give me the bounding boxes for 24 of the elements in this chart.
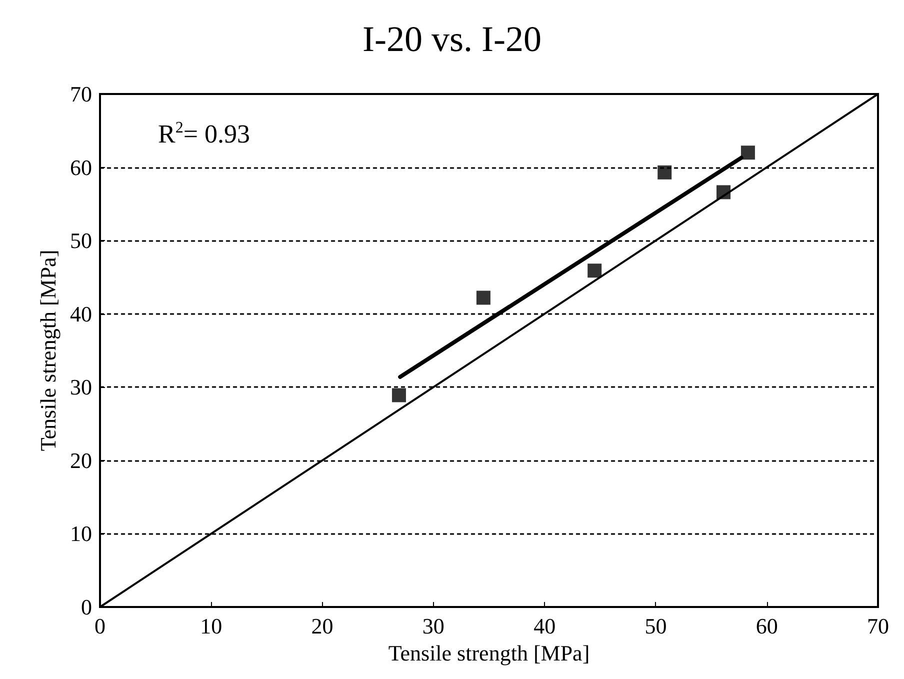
point xyxy=(716,185,731,200)
y-tick-label: 40 xyxy=(70,301,92,326)
point xyxy=(476,290,490,305)
point xyxy=(658,165,672,180)
y-tick-label: 30 xyxy=(70,374,92,400)
y-tick-label: 10 xyxy=(70,521,92,546)
point xyxy=(392,388,406,402)
x-axis-title: Tensile strength [MPa] xyxy=(388,640,590,666)
y-axis-title: Tensile strength [MPa] xyxy=(36,250,61,452)
x-tick-label: 70 xyxy=(867,614,889,638)
x-tick-label: 40 xyxy=(534,614,556,638)
y-tick-label: 0 xyxy=(81,594,92,620)
point xyxy=(588,264,602,278)
y-tick-label: 20 xyxy=(70,448,92,473)
chart-title: I-20 vs. I-20 xyxy=(362,19,542,59)
x-tick-label: 30 xyxy=(422,614,444,638)
x-tick-label: 60 xyxy=(756,614,778,638)
point xyxy=(740,146,755,160)
y-tick-label: 70 xyxy=(70,82,92,106)
x-tick-label: 20 xyxy=(311,614,334,638)
x-tick-label: 50 xyxy=(644,614,667,638)
y-tick-label: 50 xyxy=(70,228,92,254)
y-tick-label: 60 xyxy=(70,154,92,180)
x-tick-label: 10 xyxy=(200,614,222,638)
